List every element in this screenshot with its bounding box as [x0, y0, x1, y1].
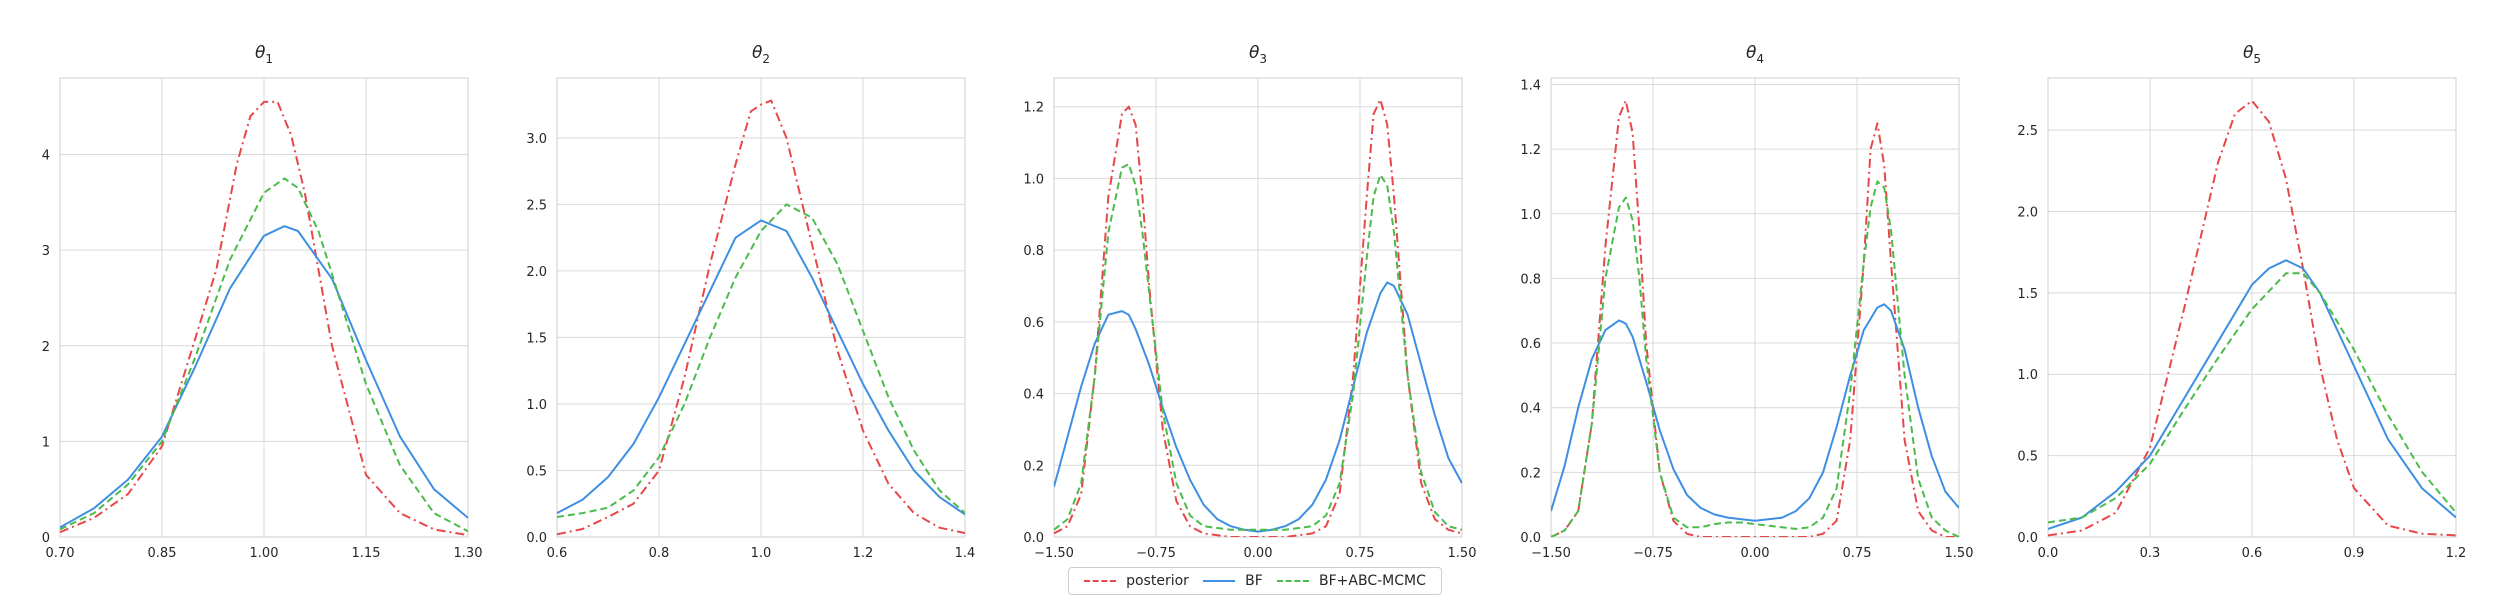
- legend-entry-posterior: posterior: [1084, 573, 1189, 589]
- y-tick-label: 1.0: [1520, 208, 1541, 223]
- legend-swatch-bf: [1203, 580, 1236, 582]
- y-tick-label: 1: [42, 435, 50, 450]
- x-tick-label: −1.50: [1034, 546, 1074, 561]
- y-tick-label: 0.4: [1023, 388, 1044, 403]
- y-tick-label: 3: [42, 244, 50, 259]
- series-line-posterior: [2048, 99, 2456, 537]
- x-tick-label: 0.75: [1843, 546, 1872, 561]
- y-tick-label: 1.4: [1520, 78, 1541, 93]
- y-tick-label: 0.5: [526, 464, 547, 479]
- y-tick-label: 3.0: [526, 132, 547, 147]
- series-line-bf-abc-mcmc: [60, 177, 468, 533]
- x-tick-label: 1.2: [2446, 546, 2467, 561]
- series-line-bf-abc-mcmc: [1551, 180, 1959, 537]
- y-tick-label: 0.2: [1023, 459, 1044, 474]
- x-tick-label: 1.00: [250, 546, 279, 561]
- chart-title: θ1: [255, 43, 273, 66]
- y-tick-label: 0.8: [1520, 272, 1541, 287]
- x-tick-label: 0.8: [649, 546, 670, 561]
- x-tick-label: 0.00: [1741, 546, 1770, 561]
- chart-title: θ3: [1249, 43, 1267, 66]
- x-tick-label: −1.50: [1531, 546, 1571, 561]
- chart-panel-1: 0.70 0.85 1.00 1.15 1.30 0 1 2 3 4 θ1: [42, 43, 483, 561]
- chart-panel-3: −1.50 −0.75 0.00 0.75 1.50 0.0 0.2 0.4 0.6 0.8 1.0…: [1023, 43, 1476, 561]
- y-tick-label: 2.0: [2017, 205, 2038, 220]
- x-tick-label: 1.0: [751, 546, 772, 561]
- y-tick-label: 1.0: [526, 398, 547, 413]
- chart-title: θ2: [752, 43, 770, 66]
- y-tick-label: 1.0: [1023, 172, 1044, 187]
- series-line-posterior: [557, 99, 965, 536]
- y-tick-label: 2.0: [526, 265, 547, 280]
- legend: posterior BF BF+ABC-MCMC: [1068, 567, 1442, 595]
- y-tick-label: 0.4: [1520, 402, 1541, 417]
- x-tick-label: 0.85: [148, 546, 177, 561]
- y-tick-label: 0: [42, 531, 50, 546]
- plot-frame: [556, 77, 966, 538]
- series-line-bf: [2048, 259, 2456, 530]
- legend-swatch-bf-abc-mcmc: [1277, 580, 1309, 582]
- y-tick-label: 1.5: [2017, 287, 2038, 302]
- x-tick-label: 1.50: [1448, 546, 1477, 561]
- plot-frame: [2047, 77, 2457, 538]
- series-line-bf-abc-mcmc: [2048, 272, 2456, 524]
- x-tick-label: −0.75: [1136, 546, 1176, 561]
- y-tick-label: 1.0: [2017, 368, 2038, 383]
- plot-frame: [59, 77, 469, 538]
- y-tick-label: 1.2: [1520, 143, 1541, 158]
- legend-entry-bf: BF: [1203, 573, 1263, 589]
- legend-swatch-posterior: [1084, 580, 1117, 582]
- y-tick-label: 0.6: [1023, 316, 1044, 331]
- y-tick-label: 4: [42, 149, 50, 164]
- x-tick-label: 0.0: [2038, 546, 2059, 561]
- series-line-bf: [60, 225, 468, 529]
- series-line-posterior: [60, 100, 468, 537]
- series-line-bf-abc-mcmc: [1054, 163, 1462, 531]
- chart-panel-5: 0.0 0.3 0.6 0.9 1.2 0.0 0.5 1.0 1.5 2.0 2.5 θ5: [2017, 43, 2466, 561]
- series-line-bf: [1054, 281, 1462, 533]
- series-line-posterior: [1551, 99, 1959, 537]
- x-tick-label: 1.2: [853, 546, 874, 561]
- series-line-posterior: [1054, 98, 1462, 537]
- y-tick-label: 2: [42, 340, 50, 355]
- y-tick-label: 0.0: [1023, 531, 1044, 546]
- legend-label-bf: BF: [1245, 573, 1263, 589]
- chart-title: θ5: [2243, 43, 2261, 66]
- series-line-bf-abc-mcmc: [557, 203, 965, 518]
- y-tick-label: 1.2: [1023, 101, 1044, 116]
- chart-panel-2: 0.6 0.8 1.0 1.2 1.4 0.0 0.5 1.0 1.5 2.0 2.5 3.0 θ2: [526, 43, 975, 561]
- series-line-bf: [1551, 303, 1959, 522]
- y-tick-label: 0.0: [2017, 531, 2038, 546]
- x-tick-label: 1.4: [955, 546, 976, 561]
- x-tick-label: 0.6: [547, 546, 568, 561]
- y-tick-label: 1.5: [526, 331, 547, 346]
- x-tick-label: 1.15: [352, 546, 381, 561]
- x-tick-label: 0.75: [1346, 546, 1375, 561]
- series-line-bf: [557, 219, 965, 516]
- x-tick-label: 0.9: [2344, 546, 2365, 561]
- y-tick-label: 0.8: [1023, 244, 1044, 259]
- y-tick-label: 0.5: [2017, 450, 2038, 465]
- y-tick-label: 2.5: [526, 198, 547, 213]
- x-tick-label: 1.50: [1945, 546, 1974, 561]
- x-tick-label: 0.00: [1244, 546, 1273, 561]
- y-tick-label: 0.2: [1520, 466, 1541, 481]
- x-tick-label: −0.75: [1633, 546, 1673, 561]
- x-tick-label: 0.70: [46, 546, 75, 561]
- chart-panel-4: −1.50 −0.75 0.00 0.75 1.50 0.0 0.2 0.4 0.6 0.8 1.0…: [1520, 43, 1973, 561]
- y-tick-label: 0.0: [526, 531, 547, 546]
- legend-entry-bf-abc-mcmc: BF+ABC-MCMC: [1277, 573, 1426, 589]
- legend-label-posterior: posterior: [1126, 573, 1189, 589]
- y-tick-label: 0.6: [1520, 337, 1541, 352]
- x-tick-label: 1.30: [454, 546, 483, 561]
- y-tick-label: 0.0: [1520, 531, 1541, 546]
- legend-label-bf-abc-mcmc: BF+ABC-MCMC: [1319, 573, 1426, 589]
- x-tick-label: 0.6: [2242, 546, 2263, 561]
- chart-title: θ4: [1746, 43, 1764, 66]
- y-tick-label: 2.5: [2017, 124, 2038, 139]
- x-tick-label: 0.3: [2140, 546, 2161, 561]
